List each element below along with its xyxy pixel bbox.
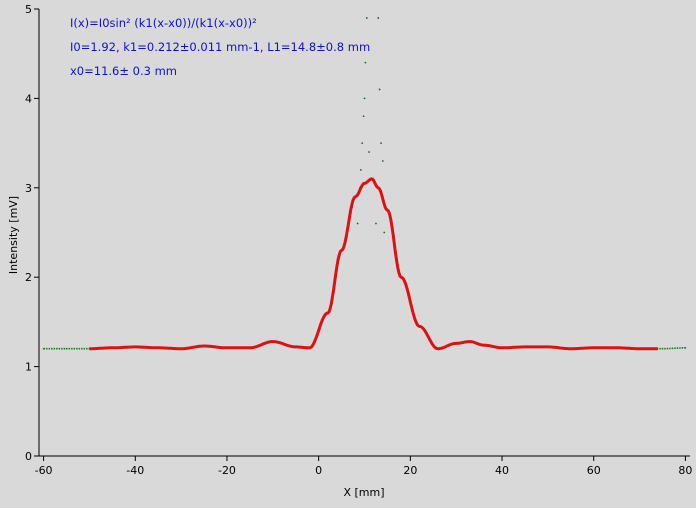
outlier-point [356,222,359,225]
x-tick-label: 60 [587,464,601,477]
data-point [42,347,45,350]
outlier-point [377,17,380,19]
y-tick-label: 1 [25,361,32,374]
fit-formula: I(x)=I0sin² (k1(x-x0))/(k1(x-x0))² [70,16,257,30]
y-tick-label: 5 [25,3,32,16]
data-point [661,347,664,350]
data-series-line [43,178,686,350]
outlier-point [362,115,365,118]
fit-curve [89,177,659,351]
axes: -60 -40 -20 0 20 40 60 80 0 1 2 3 4 5 [25,3,692,477]
x-axis-label: X [mm] [343,486,384,499]
x-tick-label: 0 [315,464,322,477]
outlier-point [363,97,366,100]
outlier-point [359,186,361,189]
y-tick-label: 2 [25,271,32,284]
x-tick-label: -20 [218,464,236,477]
chart-labels: I(x)=I0sin² (k1(x-x0))/(k1(x-x0))² I0=1.… [7,16,385,499]
outlier-point [361,142,364,145]
outlier-point [375,222,377,225]
outlier-point [383,231,386,234]
outlier-point [365,17,368,19]
chart-marks [42,17,687,351]
x-tick-label: 20 [403,464,417,477]
fit-parameters-line-1: I0=1.92, k1=0.212±0.011 mm-1, L1=14.8±0.… [70,40,370,54]
outlier-point [378,88,381,91]
outlier-point [368,151,370,153]
outlier-point [359,169,362,171]
outlier-point [364,61,367,64]
y-tick-label: 0 [25,450,32,463]
x-tick-label: -60 [35,464,53,477]
data-point [65,347,68,350]
data-point [684,347,687,349]
outlier-point [381,160,384,162]
y-axis-label: Intensity [mV] [7,196,20,274]
outlier-point [380,142,382,145]
x-tick-label: 80 [678,464,692,477]
y-tick-label: 4 [25,92,32,105]
x-tick-label: -40 [126,464,144,477]
x-tick-label: 40 [495,464,509,477]
y-tick-label: 3 [25,182,32,195]
fit-parameters-line-2: x0=11.6± 0.3 mm [70,64,177,78]
